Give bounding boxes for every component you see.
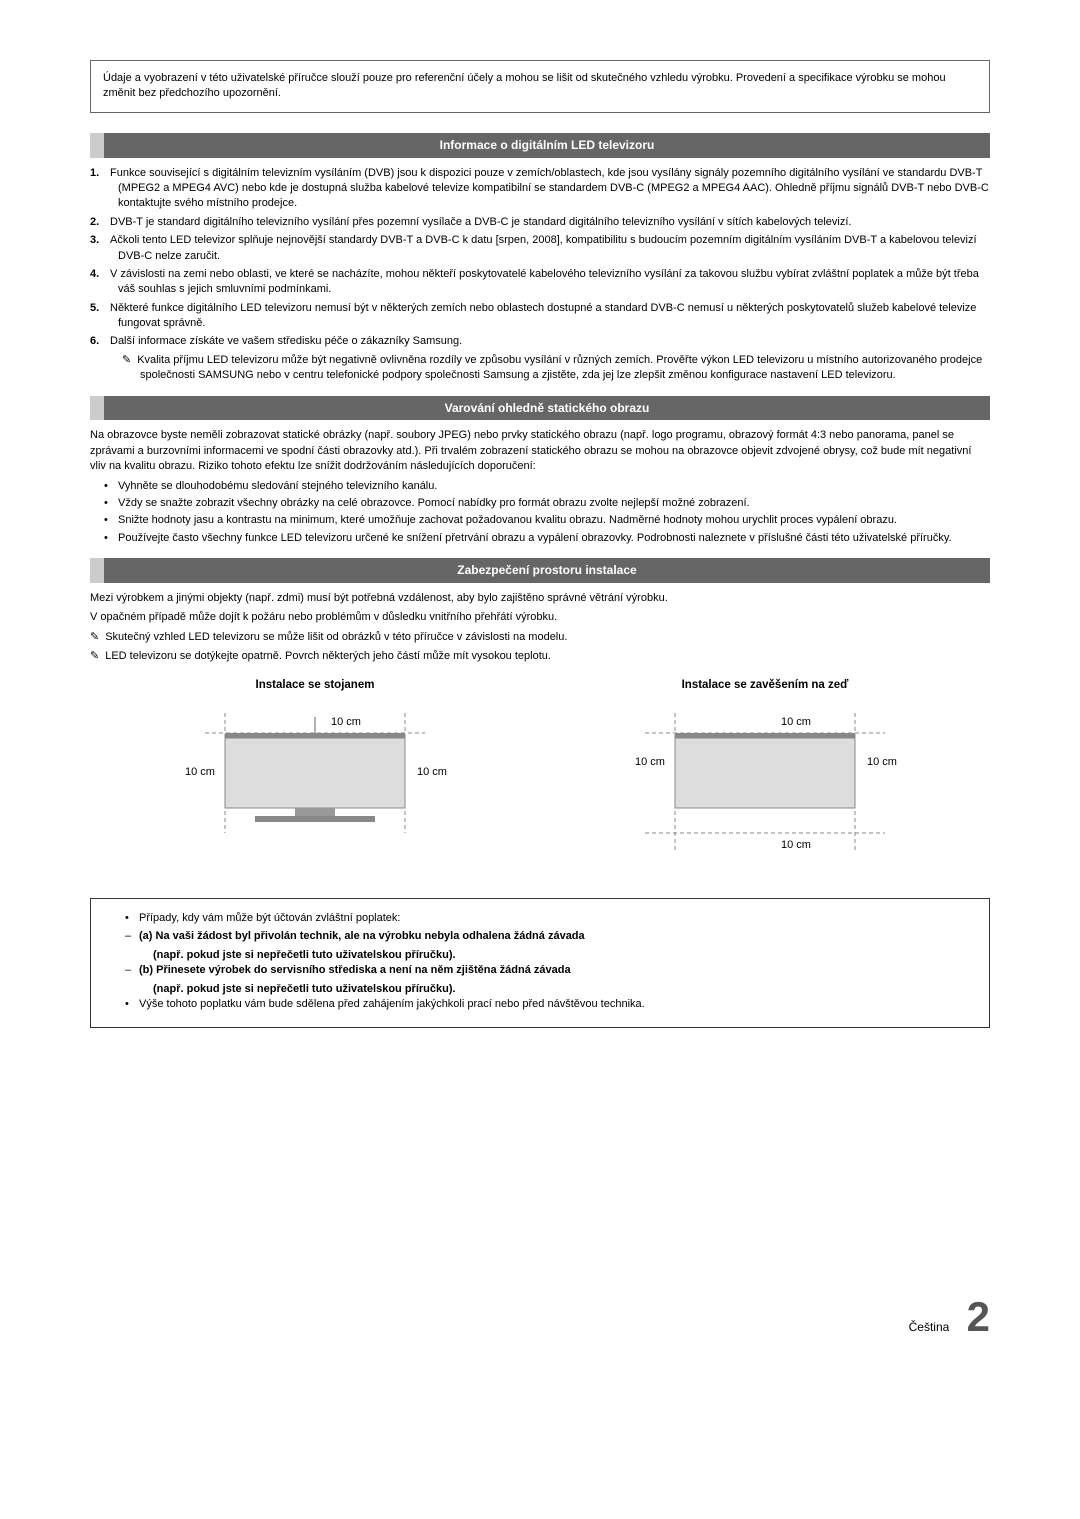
static-image-intro: Na obrazovce byste neměli zobrazovat sta…: [90, 428, 990, 474]
installation-diagrams: Instalace se stojanem 10 cm 10 cm 10 cm …: [90, 677, 990, 878]
label-right: 10 cm: [417, 766, 447, 778]
label-top: 10 cm: [331, 716, 361, 728]
fee-box: Případy, kdy vám může být účtován zvlášt…: [90, 898, 990, 1028]
static-image-bullets: Vyhněte se dlouhodobému sledování stejné…: [90, 479, 990, 547]
section-title: Varování ohledně statického obrazu: [445, 401, 650, 415]
list-item: 6.Další informace získáte ve vašem střed…: [90, 334, 990, 349]
install-intro2: V opačném případě může dojít k požáru ne…: [90, 610, 990, 625]
list-item: Vždy se snažte zobrazit všechny obrázky …: [104, 496, 990, 511]
disclaimer-box: Údaje a vyobrazení v této uživatelské př…: [90, 60, 990, 113]
label-left: 10 cm: [185, 766, 215, 778]
section-header-static-image: Varování ohledně statického obrazu: [90, 396, 990, 421]
list-item: 2.DVB-T je standard digitálního televizn…: [90, 215, 990, 230]
section-title: Informace o digitálním LED televizoru: [440, 138, 655, 152]
page-footer: Čeština 2: [90, 1288, 990, 1347]
diagram-wall-svg: 10 cm 10 cm 10 cm 10 cm: [605, 703, 925, 878]
label-left: 10 cm: [635, 756, 665, 768]
fee-line2: Výše tohoto poplatku vám bude sdělena př…: [125, 997, 975, 1012]
diagram-stand: Instalace se stojanem 10 cm 10 cm 10 cm: [90, 677, 540, 878]
note-icon: [90, 631, 105, 643]
fee-a2: (např. pokud jste si nepřečetli tuto uži…: [105, 948, 975, 963]
led-info-note: Kvalita příjmu LED televizoru může být n…: [90, 353, 990, 384]
diagram-wall-title: Instalace se zavěšením na zeď: [540, 677, 990, 693]
diagram-stand-svg: 10 cm 10 cm 10 cm: [165, 703, 465, 858]
note-icon: [90, 650, 105, 662]
fee-b2: (např. pokud jste si nepřečetli tuto uži…: [105, 982, 975, 997]
list-item: Vyhněte se dlouhodobému sledování stejné…: [104, 479, 990, 494]
list-item: 4.V závislosti na zemi nebo oblasti, ve …: [90, 267, 990, 298]
section-header-led-info: Informace o digitálním LED televizoru: [90, 133, 990, 158]
list-item: Používejte často všechny funkce LED tele…: [104, 531, 990, 546]
footer-lang: Čeština: [909, 1319, 950, 1336]
section-title: Zabezpečení prostoru instalace: [457, 563, 636, 577]
section-header-installation: Zabezpečení prostoru instalace: [90, 558, 990, 583]
label-top: 10 cm: [781, 716, 811, 728]
install-note1: Skutečný vzhled LED televizoru se může l…: [90, 630, 990, 645]
list-item: 3.Ačkoli tento LED televizor splňuje nej…: [90, 233, 990, 264]
fee-line1: Případy, kdy vám může být účtován zvlášt…: [125, 911, 975, 926]
install-intro1: Mezi výrobkem a jinými objekty (např. zd…: [90, 591, 990, 606]
disclaimer-text: Údaje a vyobrazení v této uživatelské př…: [103, 72, 946, 99]
fee-a: (a) Na vaši žádost byl přivolán technik,…: [105, 929, 975, 944]
list-item: 1.Funkce související s digitálním televi…: [90, 166, 990, 212]
list-item: Snižte hodnoty jasu a kontrastu na minim…: [104, 513, 990, 528]
fee-b: (b) Přinesete výrobek do servisního stře…: [105, 963, 975, 978]
footer-page: 2: [967, 1288, 990, 1347]
note-icon: [122, 354, 137, 366]
diagram-wall: Instalace se zavěšením na zeď 10 cm 10 c…: [540, 677, 990, 878]
list-item: 5.Některé funkce digitálního LED televiz…: [90, 301, 990, 332]
led-info-list: 1.Funkce související s digitálním televi…: [90, 166, 990, 350]
label-right: 10 cm: [867, 756, 897, 768]
diagram-stand-title: Instalace se stojanem: [90, 677, 540, 693]
install-note2: LED televizoru se dotýkejte opatrně. Pov…: [90, 649, 990, 664]
label-bottom: 10 cm: [781, 839, 811, 851]
